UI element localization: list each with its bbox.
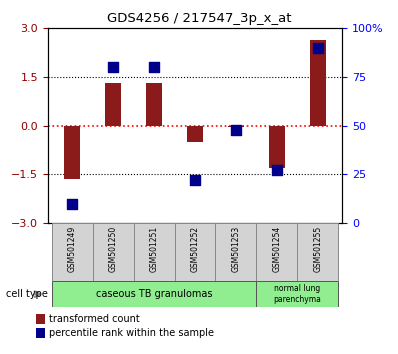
Bar <box>64 126 80 179</box>
FancyBboxPatch shape <box>297 223 338 281</box>
Text: GDS4256 / 217547_3p_x_at: GDS4256 / 217547_3p_x_at <box>107 12 291 25</box>
Text: cell type: cell type <box>6 289 48 299</box>
Bar <box>269 126 285 168</box>
FancyBboxPatch shape <box>93 223 134 281</box>
Text: GSM501253: GSM501253 <box>231 226 240 273</box>
Bar <box>105 84 121 126</box>
FancyBboxPatch shape <box>175 223 215 281</box>
Point <box>233 127 239 132</box>
Text: GSM501249: GSM501249 <box>68 226 77 273</box>
Text: transformed count: transformed count <box>49 314 139 324</box>
FancyBboxPatch shape <box>134 223 175 281</box>
FancyBboxPatch shape <box>215 223 256 281</box>
FancyBboxPatch shape <box>52 223 93 281</box>
Text: GSM501250: GSM501250 <box>109 226 118 273</box>
Text: normal lung
parenchyma: normal lung parenchyma <box>273 285 321 304</box>
Text: GSM501254: GSM501254 <box>272 226 281 273</box>
Point <box>151 64 157 70</box>
Point <box>274 168 280 173</box>
Text: GSM501252: GSM501252 <box>191 226 199 272</box>
Text: caseous TB granulomas: caseous TB granulomas <box>96 289 213 299</box>
Text: percentile rank within the sample: percentile rank within the sample <box>49 328 214 338</box>
Point <box>110 64 116 70</box>
Point <box>314 45 321 51</box>
Bar <box>146 84 162 126</box>
Text: GSM501255: GSM501255 <box>313 226 322 273</box>
FancyBboxPatch shape <box>52 281 256 307</box>
FancyBboxPatch shape <box>256 281 338 307</box>
Bar <box>228 126 244 127</box>
Point <box>69 201 76 206</box>
Bar <box>310 40 326 126</box>
Point <box>192 177 198 183</box>
FancyBboxPatch shape <box>256 223 297 281</box>
Text: GSM501251: GSM501251 <box>150 226 159 272</box>
Bar <box>187 126 203 142</box>
